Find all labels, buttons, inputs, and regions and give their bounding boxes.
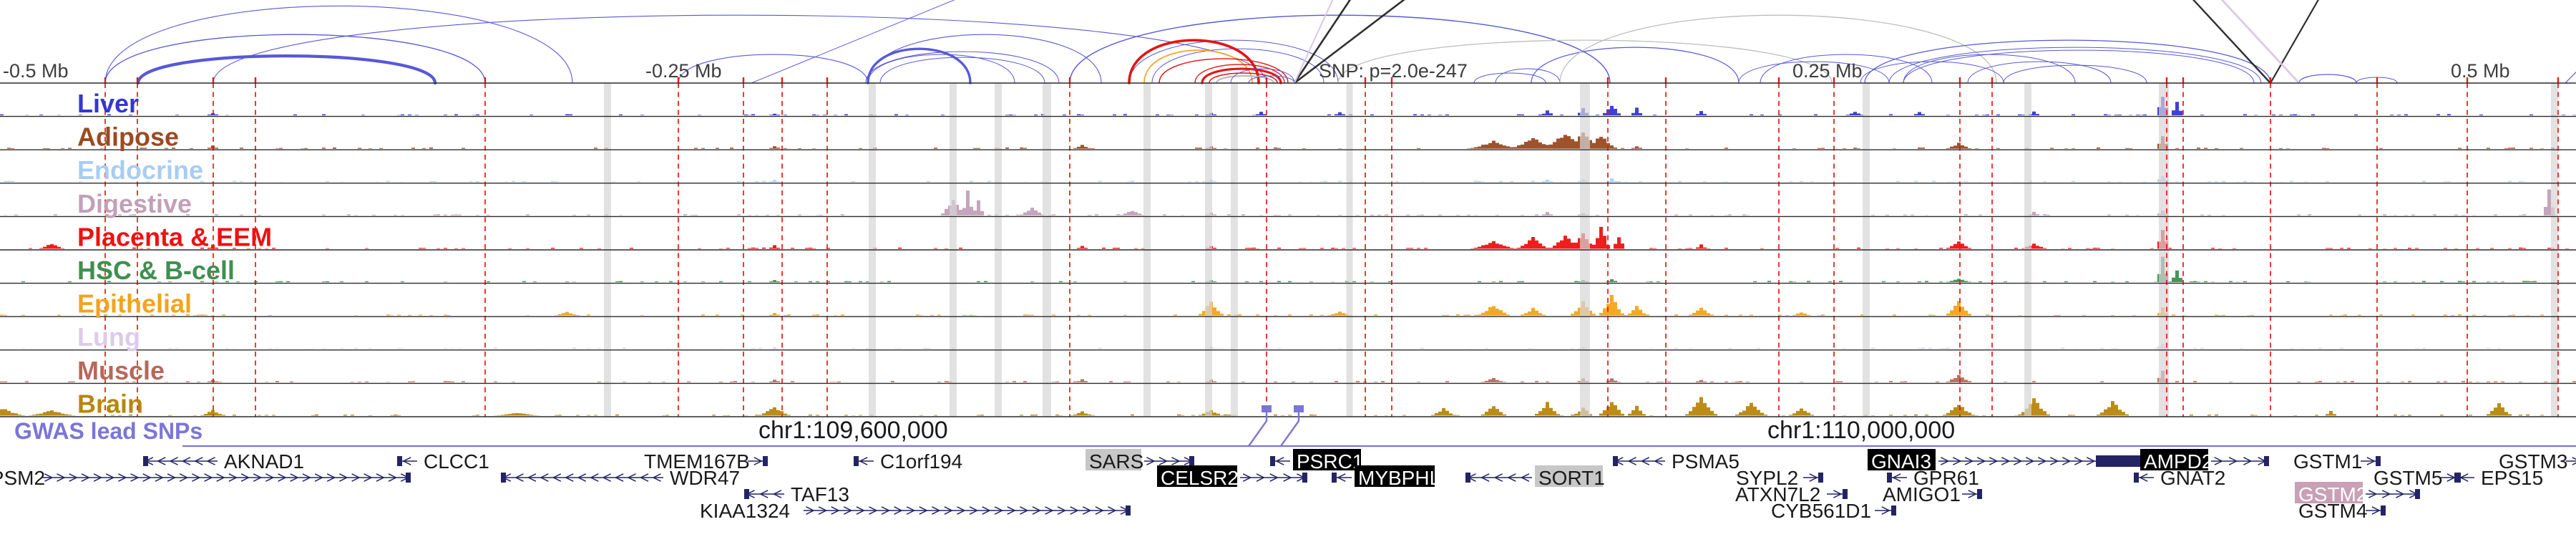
- svg-text:Brain: Brain: [77, 389, 143, 418]
- svg-text:HSC & B-cell: HSC & B-cell: [77, 256, 235, 285]
- svg-text:EPS15: EPS15: [2481, 467, 2543, 489]
- svg-text:GSTM1: GSTM1: [2293, 450, 2362, 473]
- svg-text:CYB561D1: CYB561D1: [1771, 500, 1871, 522]
- svg-text:GPSM2: GPSM2: [0, 467, 45, 489]
- svg-text:AKNAD1: AKNAD1: [224, 450, 304, 473]
- svg-text:GNAT2: GNAT2: [2160, 467, 2225, 489]
- svg-text:chr1:109,600,000: chr1:109,600,000: [758, 417, 948, 444]
- svg-text:KIAA1324: KIAA1324: [700, 500, 790, 522]
- svg-text:Liver: Liver: [77, 89, 139, 118]
- svg-text:-0.5 Mb: -0.5 Mb: [3, 60, 69, 82]
- svg-text:Muscle: Muscle: [77, 356, 165, 385]
- svg-text:PSRC1: PSRC1: [1297, 450, 1363, 473]
- svg-text:Epithelial: Epithelial: [77, 289, 192, 319]
- svg-text:MYBPHL: MYBPHL: [1358, 467, 1440, 489]
- svg-text:SORT1: SORT1: [1538, 467, 1605, 489]
- svg-text:Adipose: Adipose: [77, 122, 179, 152]
- svg-text:Digestive: Digestive: [77, 189, 192, 218]
- svg-text:TAF13: TAF13: [791, 483, 849, 505]
- svg-text:-0.25 Mb: -0.25 Mb: [645, 60, 722, 82]
- svg-text:C1orf194: C1orf194: [880, 450, 962, 473]
- svg-text:SNP: p=2.0e-247: SNP: p=2.0e-247: [1319, 60, 1468, 82]
- svg-text:Endocrine: Endocrine: [77, 155, 203, 185]
- svg-text:0.25 Mb: 0.25 Mb: [1792, 60, 1863, 82]
- svg-text:GWAS lead SNPs: GWAS lead SNPs: [14, 418, 203, 444]
- svg-text:0.5 Mb: 0.5 Mb: [2451, 60, 2510, 82]
- svg-text:Lung: Lung: [77, 322, 140, 352]
- svg-text:GSTM5: GSTM5: [2373, 467, 2442, 489]
- svg-text:Placenta & EEM: Placenta & EEM: [77, 222, 272, 251]
- svg-text:chr1:110,000,000: chr1:110,000,000: [1767, 417, 1955, 444]
- svg-text:PSMA5: PSMA5: [1672, 450, 1740, 473]
- svg-text:GSTM4: GSTM4: [2298, 500, 2367, 522]
- svg-text:AMIGO1: AMIGO1: [1883, 483, 1961, 505]
- svg-text:SARS: SARS: [1089, 450, 1143, 473]
- svg-text:CELSR2: CELSR2: [1161, 467, 1239, 489]
- svg-text:TMEM167B: TMEM167B: [644, 450, 750, 473]
- svg-text:CLCC1: CLCC1: [424, 450, 489, 473]
